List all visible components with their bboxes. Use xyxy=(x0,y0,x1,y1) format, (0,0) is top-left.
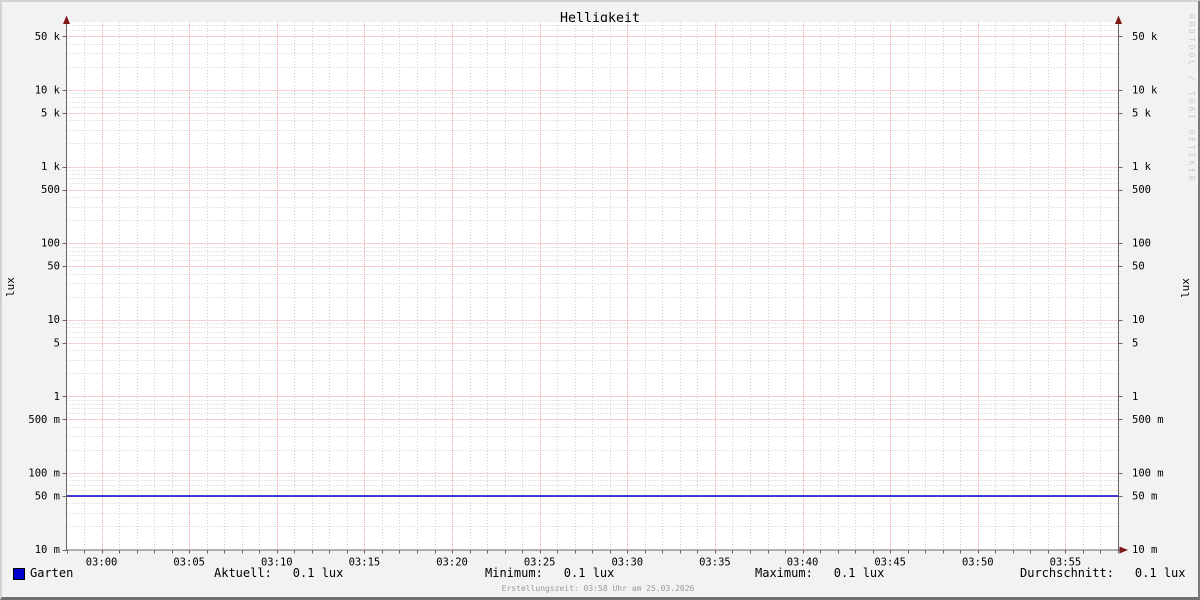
stat-minimum-label: Minimum: xyxy=(485,566,543,580)
y-tick-label-right: 10 k xyxy=(1132,84,1158,96)
y-tick-label-right: 500 xyxy=(1132,184,1151,196)
stat-minimum-value: 0.1 lux xyxy=(563,566,615,580)
y-tick-label-left: 100 xyxy=(41,238,60,250)
y-axis-arrow-right-icon xyxy=(1115,15,1122,24)
stat-durchschnitt-value: 0.1 lux xyxy=(1134,566,1186,580)
x-tick-label: 03:15 xyxy=(349,557,381,569)
x-tick-label: 03:45 xyxy=(874,557,906,569)
y-tick-label-left: 50 m xyxy=(35,490,60,502)
y-tick-label-right: 50 k xyxy=(1132,31,1158,43)
legend-swatch-garten xyxy=(13,568,25,580)
y-tick-label-right: 100 m xyxy=(1132,467,1164,479)
x-tick-label: 03:10 xyxy=(261,557,293,569)
y-tick-label-right: 50 m xyxy=(1132,490,1157,502)
y-tick-label-left: 10 xyxy=(47,314,60,326)
stat-durchschnitt-label: Durchschnitt: xyxy=(1020,566,1114,580)
stat-durchschnitt: Durchschnitt: 0.1 lux xyxy=(1020,566,1186,580)
y-tick-label-right: 5 xyxy=(1132,337,1138,349)
x-tick-label: 03:20 xyxy=(436,557,468,569)
legend-series-label: Garten xyxy=(30,566,74,580)
y-tick-label-left: 100 m xyxy=(28,467,60,479)
y-tick-label-right: 5 k xyxy=(1132,107,1152,119)
minor-gridlines xyxy=(66,22,1119,550)
y-tick-label-right: 100 xyxy=(1132,238,1151,250)
stat-aktuell-value: 0.1 lux xyxy=(292,566,344,580)
stat-aktuell-label: Aktuell: xyxy=(214,566,272,580)
y-tick-label-left: 10 k xyxy=(35,84,61,96)
stat-aktuell: Aktuell: 0.1 lux xyxy=(214,566,343,580)
y-tick-label-left: 5 xyxy=(54,337,60,349)
rrdtool-watermark: RRDTOOL / TOBI OETIKER xyxy=(1187,14,1196,184)
x-tick-label: 03:00 xyxy=(86,557,118,569)
y-tick-label-right: 1 xyxy=(1132,391,1138,403)
stat-minimum: Minimum: 0.1 lux xyxy=(485,566,614,580)
x-tick-label: 03:25 xyxy=(524,557,556,569)
x-tick-label: 03:40 xyxy=(787,557,819,569)
y-tick-label-right: 1 k xyxy=(1132,161,1152,173)
y-tick-label-left: 1 xyxy=(54,391,60,403)
creation-timestamp: Erstellungszeit: 03:58 Uhr am 25.03.2026 xyxy=(501,584,695,593)
stat-maximum-label: Maximum: xyxy=(755,566,813,580)
y-axis-arrow-left-icon xyxy=(63,15,70,24)
x-tick-label: 03:50 xyxy=(962,557,994,569)
y-tick-label-right: 10 m xyxy=(1132,544,1157,556)
y-tick-label-right: 10 xyxy=(1132,314,1145,326)
y-tick-label-left: 5 k xyxy=(41,107,61,119)
y-axis-unit-left: lux xyxy=(4,277,17,297)
x-tick-label: 03:05 xyxy=(173,557,205,569)
tick-labels: 03:00 03:05 03:10 03:15 03:20 03:25 03:30 03:35… xyxy=(4,31,1192,569)
axis-arrows xyxy=(63,15,1128,554)
y-tick-label-left: 500 m xyxy=(28,414,60,426)
y-tick-label-right: 50 xyxy=(1132,261,1145,273)
y-tick-label-left: 50 xyxy=(47,261,60,273)
y-axis-unit-right: lux xyxy=(1179,278,1192,298)
x-axis-arrow-icon xyxy=(1119,546,1128,554)
stat-maximum: Maximum: 0.1 lux xyxy=(755,566,884,580)
legend-and-stats-row: Garten Aktuell: 0.1 lux Minimum: 0.1 lux M… xyxy=(0,566,1200,582)
y-tick-label-left: 1 k xyxy=(41,161,61,173)
y-tick-label-left: 50 k xyxy=(35,31,61,43)
y-tick-label-left: 500 xyxy=(41,184,60,196)
x-tick-label: 03:35 xyxy=(699,557,731,569)
y-tick-label-right: 500 m xyxy=(1132,414,1164,426)
stat-maximum-value: 0.1 lux xyxy=(833,566,885,580)
x-tick-label: 03:55 xyxy=(1050,557,1082,569)
y-tick-label-left: 10 m xyxy=(35,544,60,556)
x-tick-label: 03:30 xyxy=(611,557,643,569)
